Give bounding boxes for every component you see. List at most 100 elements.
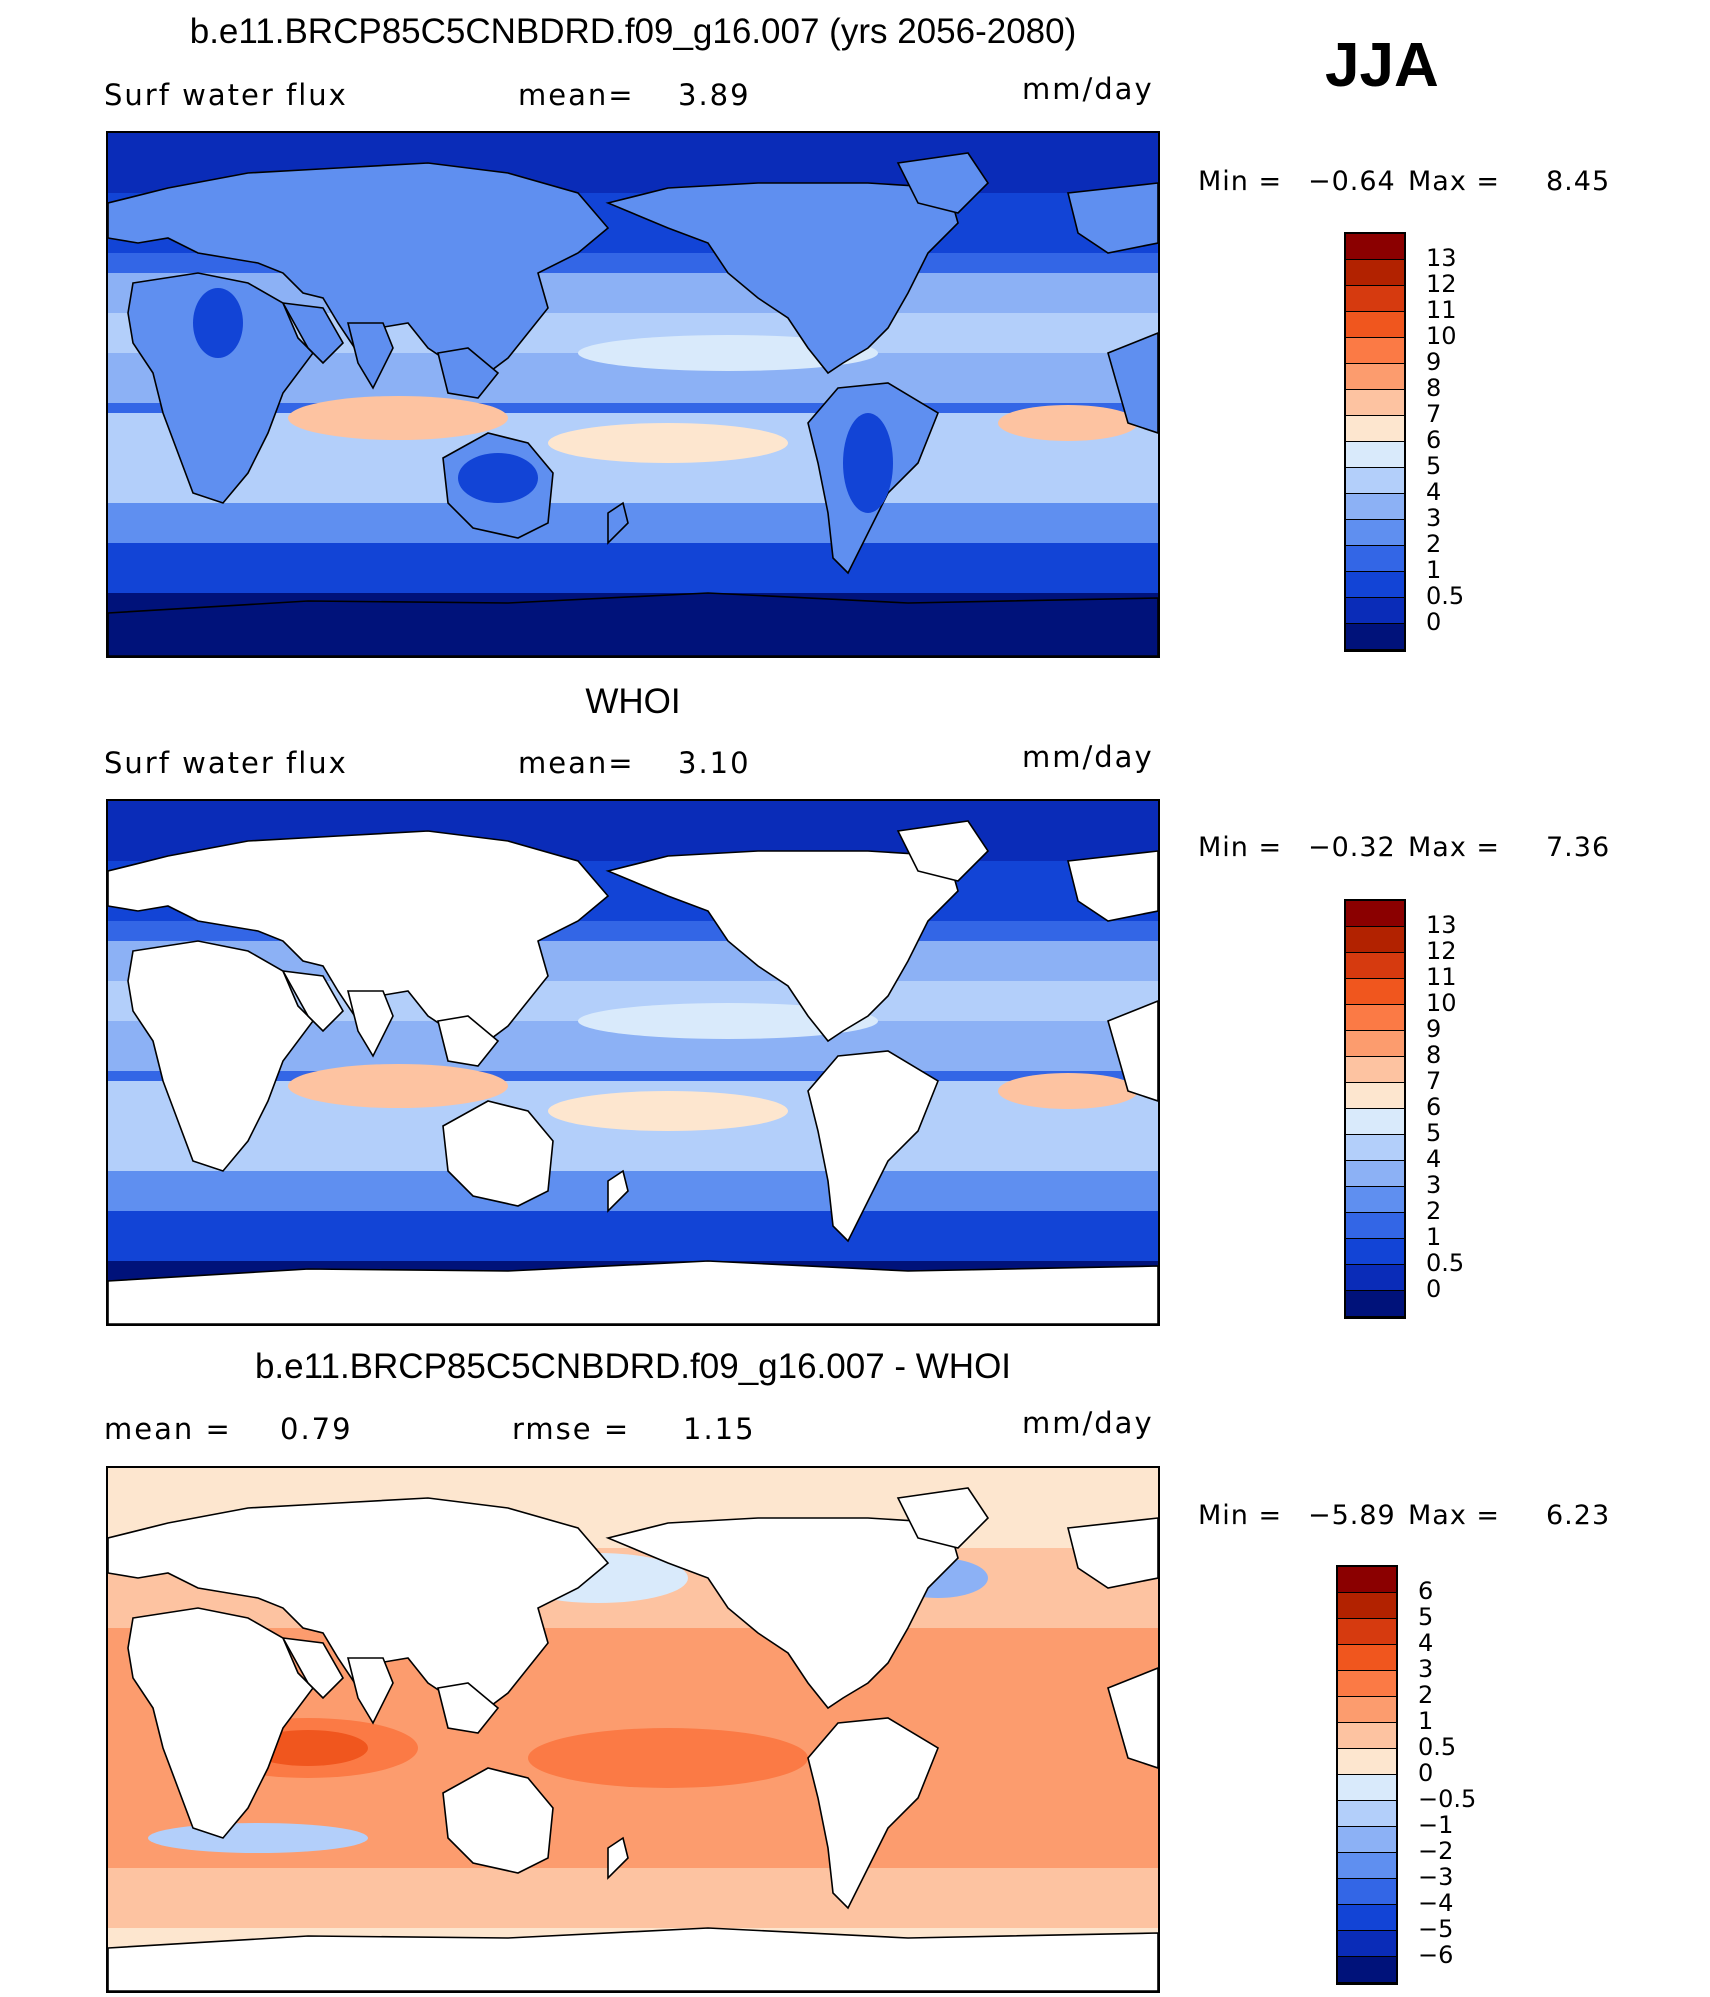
colorbar-tick-label: 6 [1426, 1093, 1442, 1121]
colorbar-swatch [1346, 234, 1404, 260]
colorbar-swatch [1346, 1265, 1404, 1291]
panel-title: b.e11.BRCP85C5CNBDRD.f09_g16.007 - WHOI [254, 1347, 1012, 1386]
mean-label: mean= [518, 746, 635, 780]
season-label: JJA [1325, 31, 1439, 100]
coastline-samerica [807, 1050, 939, 1243]
colorbar-swatch [1346, 390, 1404, 416]
max-value: 8.45 [1546, 166, 1611, 197]
colorbar-swatch [1346, 1031, 1404, 1057]
colorbar-swatch [1346, 1109, 1404, 1135]
colorbar-swatch [1338, 1567, 1396, 1593]
colorbar-tick-label: −5 [1418, 1915, 1454, 1943]
field-patch [843, 413, 893, 513]
panel-title: b.e11.BRCP85C5CNBDRD.f09_g16.007 (yrs 20… [189, 12, 1077, 51]
field-patch [578, 1003, 878, 1039]
coastline-africa [127, 940, 315, 1172]
min-label: Min = [1198, 1500, 1283, 1531]
colorbar-tick-label: 7 [1426, 400, 1442, 428]
colorbar-swatch [1346, 598, 1404, 624]
colorbar-swatch [1338, 1619, 1396, 1645]
variable-label: Surf water flux [104, 746, 348, 780]
coastline-india [346, 1657, 394, 1725]
colorbar-tick-label: 0 [1426, 608, 1442, 636]
colorbar-tick-label: 5 [1426, 452, 1442, 480]
max-value: 6.23 [1546, 1500, 1611, 1531]
min-value: −0.32 [1308, 832, 1396, 863]
colorbar-swatch [1338, 1827, 1396, 1853]
colorbar-tick-label: 3 [1426, 504, 1442, 532]
colorbar-tick-label: 11 [1426, 963, 1457, 991]
coastline-africaE [1107, 332, 1158, 434]
colorbar-tick-label: 13 [1426, 911, 1457, 939]
coastline-europe [1067, 182, 1158, 254]
coastline-antarctica [108, 592, 1158, 656]
map-plot [106, 131, 1160, 658]
mean-value: 3.89 [678, 78, 751, 112]
colorbar-swatch [1346, 286, 1404, 312]
field-patch [193, 288, 243, 358]
units-label: mm/day [1022, 740, 1154, 774]
coastline-india [346, 990, 394, 1058]
min-value: −0.64 [1308, 166, 1396, 197]
field-patch [548, 423, 788, 463]
field-band [108, 543, 1158, 593]
coastline-africaE [1107, 1667, 1158, 1769]
coastline-greenland [896, 152, 990, 214]
colorbar-tick-label: 11 [1426, 296, 1457, 324]
mean-label: mean = [104, 1412, 232, 1446]
coastline-arabia [281, 970, 344, 1033]
units-label: mm/day [1022, 1406, 1154, 1440]
colorbar-tick-label: 0.5 [1426, 1249, 1465, 1277]
coastline-seasia [437, 347, 500, 399]
colorbar-tick-label: 3 [1418, 1655, 1434, 1683]
field-band [108, 503, 1158, 543]
colorbar-tick-label: 7 [1426, 1067, 1442, 1095]
field-patch [578, 335, 878, 371]
coastline-africa [127, 1607, 315, 1839]
colorbar-swatch [1338, 1697, 1396, 1723]
coastline-antarctica [108, 1927, 1158, 1991]
colorbar-tick-label: 9 [1426, 1015, 1442, 1043]
colorbar-tick-label: 1 [1426, 1223, 1442, 1251]
colorbar-tick-label: 6 [1426, 426, 1442, 454]
colorbar-frame [1344, 232, 1406, 652]
rmse-label: rmse = [512, 1412, 631, 1446]
colorbar-swatch [1338, 1931, 1396, 1957]
map-canvas [108, 801, 1158, 1324]
colorbar-tick-label: −4 [1418, 1889, 1454, 1917]
colorbar-swatch [1338, 1801, 1396, 1827]
colorbar-tick-label: 2 [1426, 530, 1442, 558]
colorbar-tick-label: −1 [1418, 1811, 1454, 1839]
colorbar-swatch [1346, 364, 1404, 390]
colorbar-swatch [1346, 312, 1404, 338]
field-band [108, 1211, 1158, 1261]
colorbar-tick-label: 1 [1426, 556, 1442, 584]
field-patch [998, 405, 1138, 441]
coastline-arabia [281, 1637, 344, 1700]
map-plot [106, 1466, 1160, 1993]
rmse-value: 1.15 [683, 1412, 756, 1446]
units-label: mm/day [1022, 72, 1154, 106]
colorbar-tick-label: 0 [1418, 1759, 1434, 1787]
colorbar-tick-label: −2 [1418, 1837, 1454, 1865]
colorbar-swatch [1346, 979, 1404, 1005]
field-patch [998, 1073, 1138, 1109]
colorbar-swatch [1346, 927, 1404, 953]
colorbar-tick-label: 8 [1426, 374, 1442, 402]
map-canvas [108, 133, 1158, 656]
coastline-nz [607, 501, 629, 545]
colorbar-tick-label: 2 [1418, 1681, 1434, 1709]
colorbar-tick-label: 13 [1426, 244, 1457, 272]
colorbar-swatch [1338, 1723, 1396, 1749]
variable-label: Surf water flux [104, 78, 348, 112]
colorbar-swatch [1338, 1853, 1396, 1879]
field-patch [288, 1064, 508, 1108]
coastline-nz [607, 1836, 629, 1880]
colorbar-tick-label: 5 [1418, 1603, 1434, 1631]
colorbar-tick-label: 4 [1426, 478, 1442, 506]
colorbar-swatch [1338, 1879, 1396, 1905]
colorbar-tick-label: 10 [1426, 322, 1457, 350]
colorbar-swatch [1338, 1749, 1396, 1775]
colorbar-tick-label: 0 [1426, 1275, 1442, 1303]
mean-value: 3.10 [678, 746, 751, 780]
